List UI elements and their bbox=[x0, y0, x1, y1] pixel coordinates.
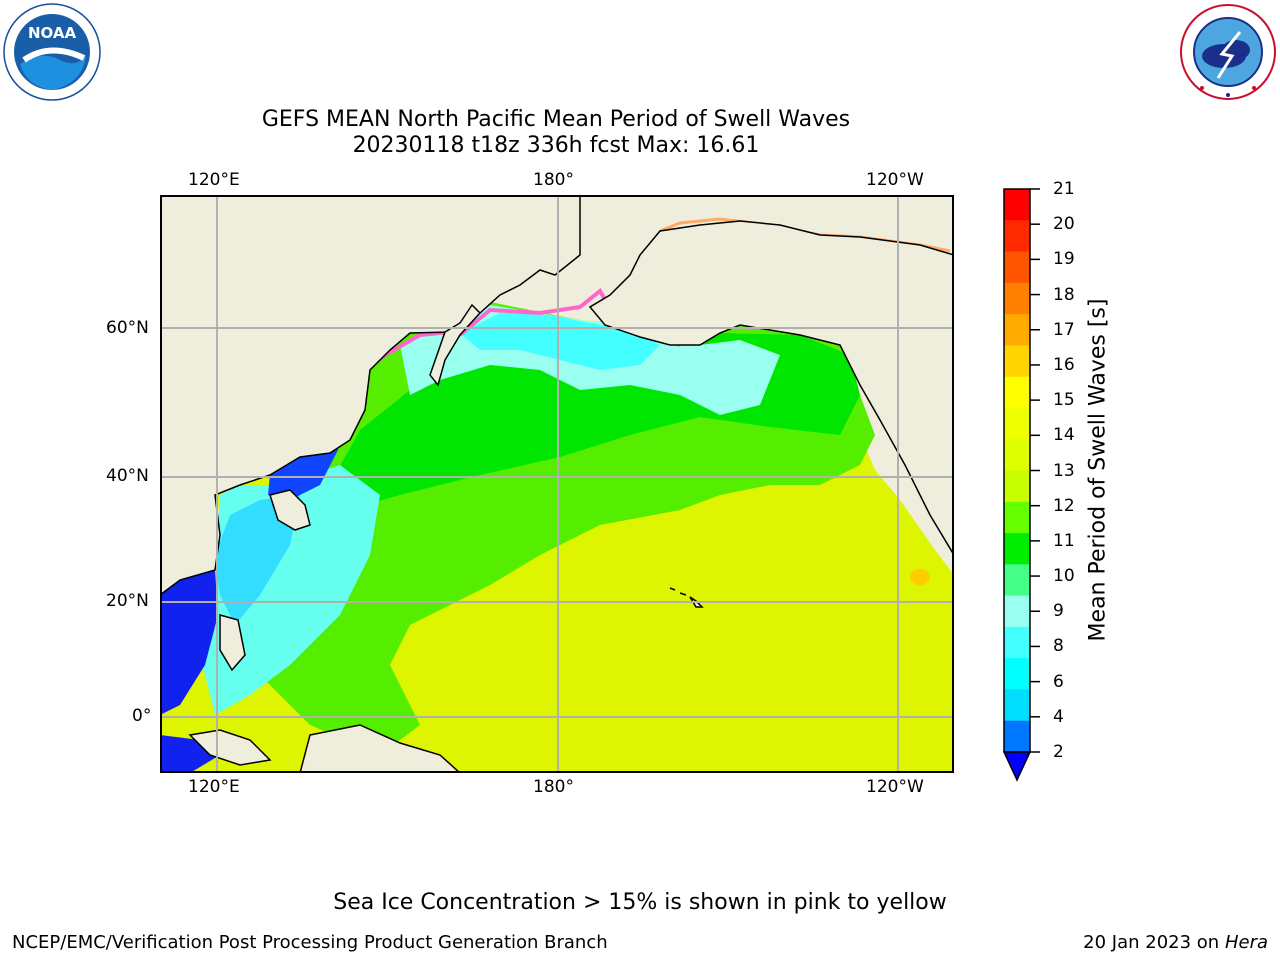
colorbar-segment bbox=[1004, 658, 1030, 690]
lon-label-top-180: 180° bbox=[533, 170, 574, 190]
colorbar-tick-label: 9 bbox=[1053, 601, 1064, 622]
colorbar-segment bbox=[1004, 189, 1030, 221]
colorbar-tick-label: 15 bbox=[1053, 390, 1075, 411]
ocean-period-2-4-west bbox=[160, 570, 218, 715]
land-japan bbox=[269, 489, 311, 531]
lat-label-20n: 20°N bbox=[106, 591, 149, 611]
colorbar-segment bbox=[1004, 595, 1030, 628]
lon-label-top-120w: 120°W bbox=[866, 170, 924, 190]
colorbar-segment bbox=[1004, 314, 1030, 346]
colorbar-segment bbox=[1004, 439, 1030, 471]
colorbar-segment bbox=[1004, 470, 1030, 503]
colorbar-segment bbox=[1004, 376, 1030, 409]
colorbar-segment bbox=[1004, 282, 1030, 315]
swell-period-map bbox=[160, 195, 954, 773]
colorbar-tick-label: 13 bbox=[1053, 460, 1075, 481]
colorbar-tick-label: 10 bbox=[1053, 566, 1075, 587]
colorbar-segment bbox=[1004, 251, 1030, 284]
land-indonesia bbox=[188, 729, 272, 766]
colorbar-tick-label: 20 bbox=[1053, 214, 1075, 235]
ocean-period-15-baja bbox=[910, 569, 930, 585]
svg-text:NOAA: NOAA bbox=[28, 24, 77, 42]
colorbar-tick-label: 11 bbox=[1053, 530, 1075, 551]
colorbar-tick-label: 4 bbox=[1053, 706, 1064, 727]
colorbar-segment bbox=[1004, 220, 1030, 253]
colorbar-segment bbox=[1004, 564, 1030, 597]
colorbar-tick-label: 14 bbox=[1053, 425, 1075, 446]
colorbar-tick-label: 8 bbox=[1053, 636, 1064, 657]
lat-label-0: 0° bbox=[132, 706, 152, 726]
nws-logo bbox=[1180, 4, 1276, 100]
colorbar-tick-label: 6 bbox=[1053, 671, 1064, 692]
land-philippines bbox=[219, 614, 246, 672]
land-asia-north bbox=[160, 195, 581, 596]
colorbar-tick-label: 2 bbox=[1053, 742, 1064, 762]
noaa-logo: NOAA bbox=[3, 3, 101, 101]
chart-title: GEFS MEAN North Pacific Mean Period of S… bbox=[261, 107, 851, 132]
colorbar-segment bbox=[1004, 407, 1030, 440]
ocean-period-5-west bbox=[215, 495, 300, 625]
colorbar-segment bbox=[1004, 533, 1030, 565]
map-gridlines bbox=[160, 195, 954, 773]
colorbar-tick-label: 17 bbox=[1053, 319, 1075, 340]
colorbar-segment bbox=[1004, 501, 1030, 534]
colorbar-tick-label: 21 bbox=[1053, 179, 1075, 199]
map-frame bbox=[160, 195, 954, 773]
lat-label-40n: 40°N bbox=[106, 466, 149, 486]
colorbar bbox=[1002, 188, 1040, 782]
colorbar-segment bbox=[1004, 626, 1030, 659]
lon-label-top-120e: 120°E bbox=[188, 170, 240, 190]
lon-label-bottom-120e: 120°E bbox=[188, 777, 240, 797]
colorbar-tick-label: 18 bbox=[1053, 284, 1075, 305]
colorbar-label: Mean Period of Swell Waves [s] bbox=[1085, 298, 1111, 642]
lon-label-bottom-180: 180° bbox=[533, 777, 574, 797]
land-kamchatka bbox=[429, 303, 482, 387]
land-new-guinea bbox=[299, 724, 462, 773]
footer-producer: NCEP/EMC/Verification Post Processing Pr… bbox=[12, 932, 608, 953]
footer-date-text: 20 Jan 2023 on bbox=[1083, 932, 1225, 953]
colorbar-segment bbox=[1004, 345, 1030, 378]
sea-ice-note: Sea Ice Concentration > 15% is shown in … bbox=[333, 890, 947, 915]
colorbar-segment bbox=[1004, 720, 1030, 753]
footer-machine: Hera bbox=[1224, 932, 1268, 953]
colorbar-tick-label: 16 bbox=[1053, 354, 1075, 375]
footer-date: 20 Jan 2023 on Hera bbox=[1083, 932, 1268, 953]
chart-subtitle: 20230118 t18z 336h fcst Max: 16.61 bbox=[352, 133, 760, 158]
land-alaska bbox=[588, 195, 954, 557]
colorbar-segment bbox=[1004, 689, 1030, 722]
colorbar-tick-label: 19 bbox=[1053, 249, 1075, 270]
lon-label-bottom-120w: 120°W bbox=[866, 777, 924, 797]
colorbar-extend-min bbox=[1002, 751, 1032, 782]
lat-label-60n: 60°N bbox=[106, 318, 149, 338]
colorbar-tick-label: 12 bbox=[1053, 495, 1075, 516]
